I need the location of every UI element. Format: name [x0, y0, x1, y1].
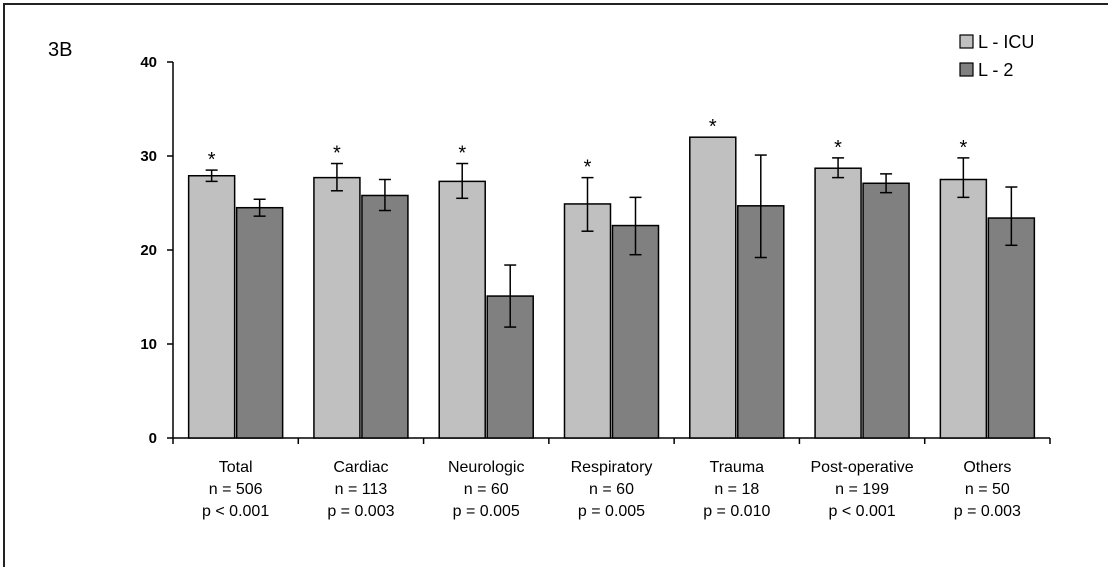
y-tick-label: 10	[140, 336, 157, 353]
panel-label: 3B	[48, 39, 72, 61]
legend: L - ICU L - 2	[959, 32, 1034, 80]
legend-label: L - ICU	[978, 32, 1034, 52]
x-axis: Total n = 506 p < 0.001 Cardiac n = 113 p = 0…	[172, 437, 1051, 520]
x-category-label: p = 0.010	[703, 503, 770, 520]
bar	[187, 174, 236, 439]
significance-marker: *	[208, 149, 216, 171]
x-category-label: Respiratory	[571, 459, 653, 476]
bar	[361, 194, 409, 439]
x-category-label: p = 0.005	[578, 503, 645, 520]
significance-marker: *	[584, 157, 592, 179]
bar	[862, 182, 910, 439]
x-category-label: p < 0.001	[202, 503, 269, 520]
significance-marker: *	[458, 143, 466, 165]
bar	[987, 217, 1036, 439]
y-tick-label: 20	[140, 242, 157, 259]
legend-label: L - 2	[978, 60, 1013, 80]
x-category-label: p = 0.003	[954, 503, 1021, 520]
x-category-label: n = 506	[209, 481, 263, 498]
x-category-label: p = 0.003	[327, 503, 394, 520]
bars: * * * * * * *	[187, 116, 1036, 439]
bar	[611, 224, 660, 439]
legend-swatch	[959, 62, 974, 77]
significance-marker: *	[333, 143, 341, 165]
x-category-label: n = 60	[589, 481, 634, 498]
significance-marker: *	[834, 137, 842, 159]
bar	[939, 178, 988, 439]
significance-marker: *	[709, 116, 717, 138]
bar	[438, 180, 486, 439]
x-category-label: n = 113	[335, 481, 388, 498]
x-category-label: p = 0.005	[453, 503, 520, 520]
x-category-label: Cardiac	[333, 459, 388, 476]
x-category-label: n = 50	[965, 481, 1010, 498]
x-category-label: Neurologic	[448, 459, 524, 476]
x-category-label: n = 199	[835, 481, 889, 498]
bar	[814, 167, 862, 439]
significance-marker: *	[959, 137, 967, 159]
bar	[235, 206, 284, 439]
legend-swatch	[959, 34, 974, 49]
x-category-label: Others	[963, 459, 1011, 476]
bar	[689, 136, 737, 439]
y-axis: 0 10 20 30 40	[140, 54, 174, 447]
x-category-label: Total	[219, 459, 253, 476]
x-category-label: Trauma	[710, 459, 765, 476]
bar	[563, 203, 612, 439]
x-category-label: Post-operative	[810, 459, 913, 476]
x-category-label: n = 18	[714, 481, 759, 498]
x-category-label: p < 0.001	[828, 503, 895, 520]
y-tick-label: 40	[140, 54, 157, 71]
figure-frame	[3, 3, 1108, 567]
bar	[313, 176, 361, 439]
y-tick-label: 30	[140, 148, 157, 165]
x-category-label: n = 60	[464, 481, 509, 498]
y-tick-label: 0	[149, 430, 157, 447]
